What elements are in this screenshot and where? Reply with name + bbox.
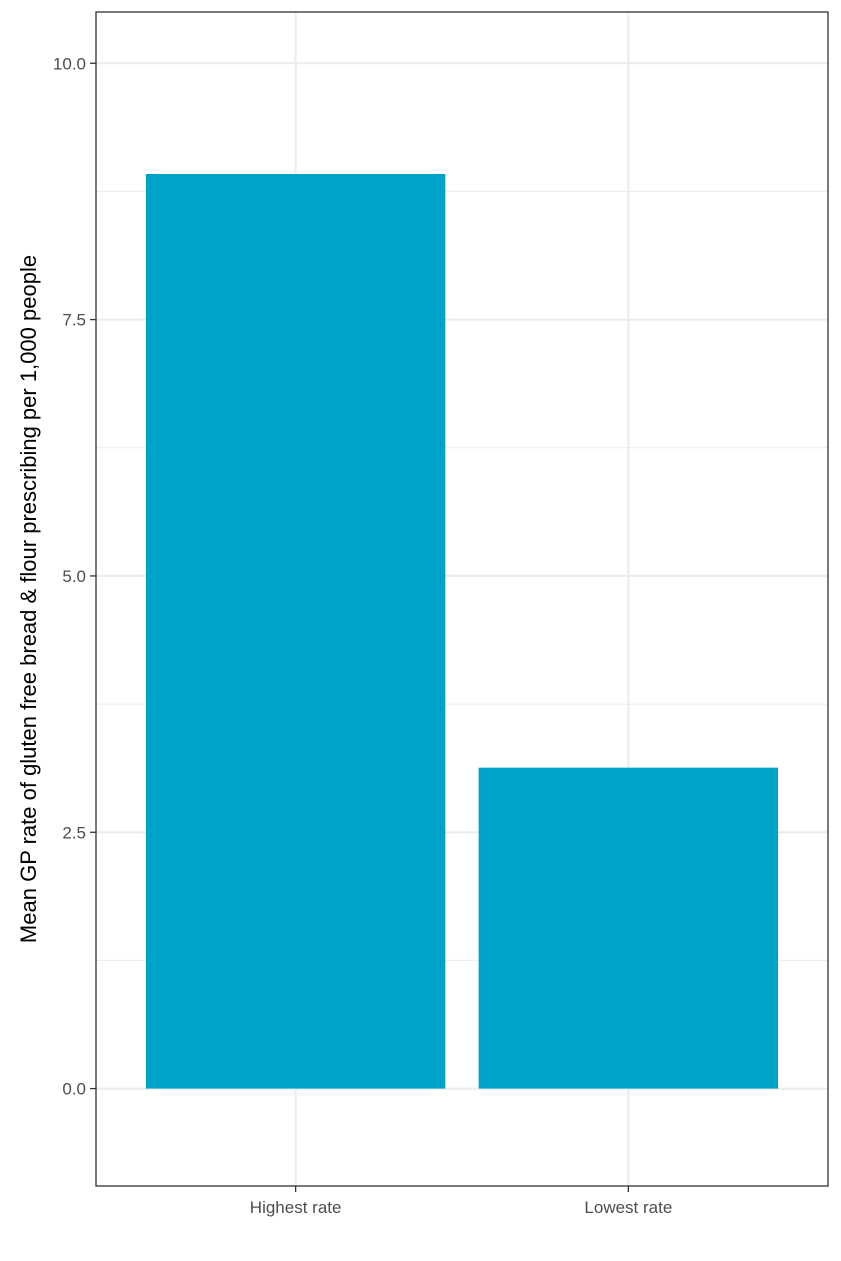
bars xyxy=(145,174,779,1089)
plot-border xyxy=(95,11,829,1187)
y-tick-label: 2.5 xyxy=(62,823,86,842)
bar xyxy=(145,174,446,1089)
y-tick-label: 10.0 xyxy=(53,54,86,73)
y-axis-title: Mean GP rate of gluten free bread & flou… xyxy=(16,255,41,943)
x-tick-label: Highest rate xyxy=(250,1198,342,1217)
axes: 0.0 2.5 5.0 7.5 10.0 Highest rate Lowest rate xyxy=(53,54,672,1217)
x-tick-label: Lowest rate xyxy=(584,1198,672,1217)
y-tick-label: 5.0 xyxy=(62,567,86,586)
y-tick-label: 0.0 xyxy=(62,1080,86,1099)
y-tick-label: 7.5 xyxy=(62,311,86,330)
bar xyxy=(478,767,779,1089)
